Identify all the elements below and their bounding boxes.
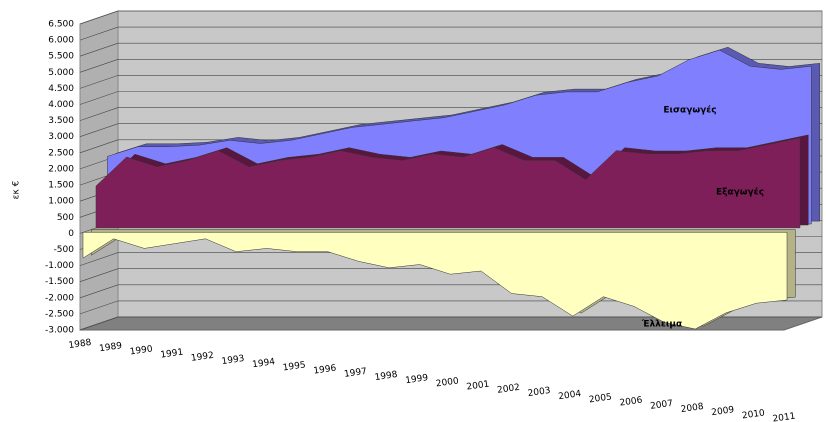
y-tick-label: 4.500 <box>48 84 74 94</box>
series-label: Έλλειμα <box>641 320 682 330</box>
y-tick-label: 6.000 <box>48 36 74 46</box>
y-tick-label: 3.000 <box>48 132 74 142</box>
x-tick-label: 2000 <box>435 376 459 389</box>
grid-line <box>79 42 822 57</box>
y-tick-label: 2.500 <box>48 148 74 158</box>
y-tick-label: 4.000 <box>48 100 74 110</box>
x-tick-label: 2002 <box>497 383 521 396</box>
y-tick-label: -1.500 <box>45 277 74 287</box>
y-tick-label: -2.500 <box>45 309 74 319</box>
x-tick-label: 1998 <box>374 370 398 383</box>
y-tick-label: 3.500 <box>48 116 74 126</box>
x-tick-label: 2008 <box>680 402 704 415</box>
series-label: Εξαγωγές <box>716 187 764 198</box>
x-tick-label: 1988 <box>68 338 92 351</box>
x-tick-label: 1999 <box>405 373 429 386</box>
area <box>95 137 801 229</box>
y-tick-label: 5.000 <box>48 68 74 78</box>
x-tick-label: 2010 <box>741 408 765 421</box>
x-tick-label: 2001 <box>466 380 490 393</box>
series-label: Εισαγωγές <box>663 105 716 116</box>
x-tick-label: 1989 <box>99 341 123 354</box>
x-tick-label: 1995 <box>282 360 306 373</box>
x-tick-label: 2005 <box>588 392 612 405</box>
y-tick-label: -1.000 <box>45 261 74 271</box>
grid-line <box>79 26 822 41</box>
y-tick-label: 1.500 <box>48 181 74 191</box>
x-tick-label: 1993 <box>221 354 245 367</box>
grid-line <box>79 75 822 89</box>
x-tick-label: 1997 <box>344 367 368 380</box>
x-tick-label: 1992 <box>190 351 214 364</box>
grid-line <box>79 58 822 73</box>
x-tick-label: 2009 <box>711 405 735 418</box>
y-tick-label: 1.000 <box>48 197 74 207</box>
y-tick-label: 6.500 <box>48 20 74 30</box>
x-tick-label: 2003 <box>527 386 551 399</box>
x-tick-label: 2007 <box>650 399 674 412</box>
y-tick-label: 2.000 <box>48 164 74 174</box>
x-tick-label: 1994 <box>252 357 276 370</box>
y-axis-title: εκ € <box>12 180 22 199</box>
x-tick-label: 2006 <box>619 396 643 409</box>
y-tick-label: 0 <box>68 229 74 239</box>
x-tick-label: 1996 <box>313 364 337 377</box>
y-tick-label: -2.000 <box>45 293 74 303</box>
y-tick-label: -500 <box>54 245 75 255</box>
x-tick-label: 2011 <box>772 412 796 422</box>
area <box>82 232 788 330</box>
y-tick-label: 500 <box>57 213 74 223</box>
y-tick-label: 5.500 <box>48 52 74 62</box>
grid-line <box>79 316 822 331</box>
x-tick-label: 1990 <box>129 344 153 357</box>
y-tick-label: -3.000 <box>45 326 74 336</box>
x-tick-label: 2004 <box>558 389 582 402</box>
x-tick-label: 1991 <box>160 348 184 361</box>
grid-line <box>79 10 822 25</box>
